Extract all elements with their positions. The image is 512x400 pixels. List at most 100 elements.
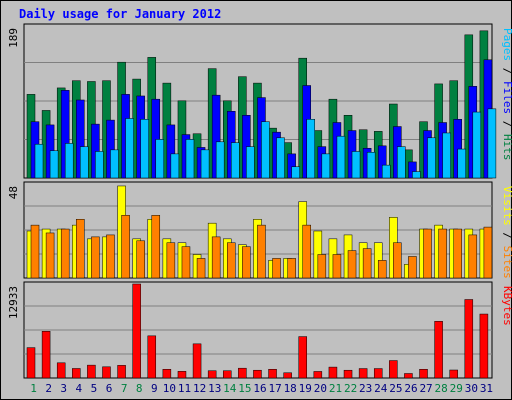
bar bbox=[276, 137, 285, 179]
x-tick-label: 6 bbox=[106, 382, 113, 395]
bar bbox=[242, 246, 251, 279]
bar bbox=[487, 108, 497, 179]
x-tick-label: 31 bbox=[480, 382, 493, 395]
bar bbox=[26, 347, 36, 379]
bar bbox=[155, 139, 165, 179]
bar bbox=[404, 373, 413, 379]
bar bbox=[302, 224, 311, 279]
legend-entry: Visits bbox=[501, 186, 512, 226]
x-tick-label: 3 bbox=[60, 382, 67, 395]
bar bbox=[453, 228, 462, 279]
bar bbox=[373, 368, 383, 379]
bar bbox=[162, 369, 172, 379]
legend-entry: Hits bbox=[501, 134, 512, 161]
bar bbox=[121, 215, 130, 279]
bar bbox=[60, 228, 70, 279]
bar bbox=[336, 135, 346, 179]
bar bbox=[483, 226, 493, 279]
series-legend: Visits / Sites bbox=[501, 186, 512, 279]
x-tick-label: 25 bbox=[389, 382, 402, 395]
bar bbox=[207, 370, 217, 379]
bar bbox=[298, 336, 307, 379]
x-tick-label: 11 bbox=[178, 382, 191, 395]
legend-entry: / bbox=[501, 61, 512, 81]
bar bbox=[56, 362, 66, 379]
x-tick-label: 1 bbox=[30, 382, 37, 395]
bar bbox=[434, 321, 443, 379]
bar bbox=[291, 166, 300, 179]
bar bbox=[211, 236, 221, 279]
bar bbox=[192, 343, 202, 379]
bar bbox=[358, 368, 368, 379]
bar bbox=[393, 242, 402, 279]
bar bbox=[468, 234, 478, 279]
bar bbox=[408, 256, 417, 279]
bar bbox=[419, 369, 428, 379]
bar bbox=[317, 254, 327, 279]
x-tick-label: 22 bbox=[344, 382, 357, 395]
x-tick-label: 27 bbox=[419, 382, 432, 395]
bar bbox=[321, 153, 331, 179]
x-tick-label: 30 bbox=[465, 382, 478, 395]
legend-entry: / bbox=[501, 114, 512, 134]
x-tick-label: 26 bbox=[404, 382, 417, 395]
bar bbox=[196, 258, 206, 279]
bar bbox=[423, 228, 432, 279]
bar bbox=[347, 250, 357, 279]
legend-entry: / bbox=[501, 226, 512, 246]
bar bbox=[457, 148, 466, 179]
x-tick-label: 20 bbox=[314, 382, 327, 395]
legend-entry: Sites bbox=[501, 246, 512, 279]
bar bbox=[283, 372, 292, 379]
bar bbox=[257, 224, 266, 279]
bar bbox=[227, 242, 236, 279]
bar bbox=[343, 369, 353, 379]
x-tick-label: 10 bbox=[163, 382, 176, 395]
y-max-label: 48 bbox=[7, 186, 20, 199]
bar bbox=[253, 369, 262, 379]
bar bbox=[87, 364, 96, 379]
bar bbox=[377, 260, 387, 279]
bar bbox=[427, 137, 436, 179]
bar bbox=[366, 152, 376, 179]
x-tick-label: 2 bbox=[45, 382, 52, 395]
bar bbox=[76, 219, 85, 279]
x-tick-label: 29 bbox=[450, 382, 463, 395]
x-tick-label: 8 bbox=[136, 382, 143, 395]
bar bbox=[306, 119, 315, 179]
x-tick-label: 18 bbox=[284, 382, 297, 395]
bar bbox=[132, 283, 141, 379]
x-tick-label: 5 bbox=[91, 382, 98, 395]
bar bbox=[223, 370, 232, 379]
bar bbox=[449, 369, 458, 379]
bar bbox=[397, 146, 406, 179]
bar bbox=[215, 141, 225, 179]
bar bbox=[177, 371, 187, 379]
series-legend: Pages / Files / Hits bbox=[501, 28, 512, 161]
bar bbox=[389, 360, 398, 379]
x-tick-label: 15 bbox=[238, 382, 251, 395]
bar bbox=[442, 132, 451, 179]
chart-title: Daily usage for January 2012 bbox=[19, 7, 221, 21]
bar bbox=[381, 164, 391, 179]
x-tick-label: 19 bbox=[299, 382, 312, 395]
x-tick-label: 23 bbox=[359, 382, 372, 395]
x-tick-label: 7 bbox=[121, 382, 128, 395]
bar bbox=[34, 143, 44, 179]
bar bbox=[479, 313, 489, 379]
bar bbox=[72, 368, 81, 379]
bar bbox=[136, 240, 145, 279]
x-tick-label: 16 bbox=[253, 382, 266, 395]
bar bbox=[332, 254, 342, 279]
x-tick-label: 9 bbox=[151, 382, 158, 395]
y-max-label: 189 bbox=[7, 28, 20, 48]
bar bbox=[362, 248, 372, 279]
bar bbox=[464, 299, 474, 379]
x-tick-label: 13 bbox=[208, 382, 221, 395]
bar bbox=[64, 143, 74, 179]
bar bbox=[30, 224, 40, 279]
x-tick-label: 12 bbox=[193, 382, 206, 395]
bar bbox=[261, 121, 270, 179]
